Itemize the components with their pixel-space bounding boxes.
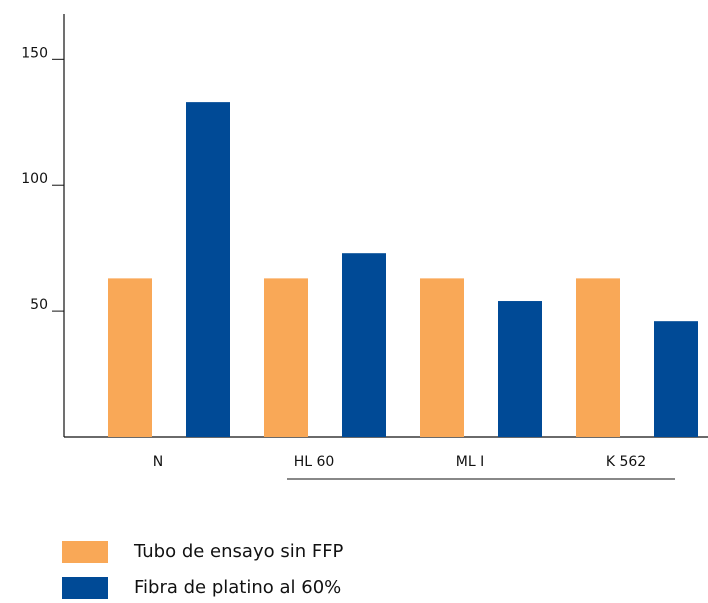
bar [498,301,542,437]
bar [264,278,308,437]
bar [108,278,152,437]
bar [576,278,620,437]
legend-swatch [62,577,108,599]
legend-label: Tubo de ensayo sin FFP [133,541,344,562]
y-tick-label: 50 [30,297,48,313]
x-tick-label: N [153,454,163,470]
legend-swatch [62,541,108,563]
legend-label: Fibra de platino al 60% [134,577,341,598]
bar [654,321,698,437]
y-tick-label: 100 [21,171,48,187]
x-tick-label: ML I [456,454,484,470]
bar [342,253,386,437]
x-tick-label: HL 60 [294,454,335,470]
bar [186,102,230,437]
bar [420,278,464,437]
x-tick-label: K 562 [606,454,646,470]
y-tick-label: 150 [21,45,48,61]
